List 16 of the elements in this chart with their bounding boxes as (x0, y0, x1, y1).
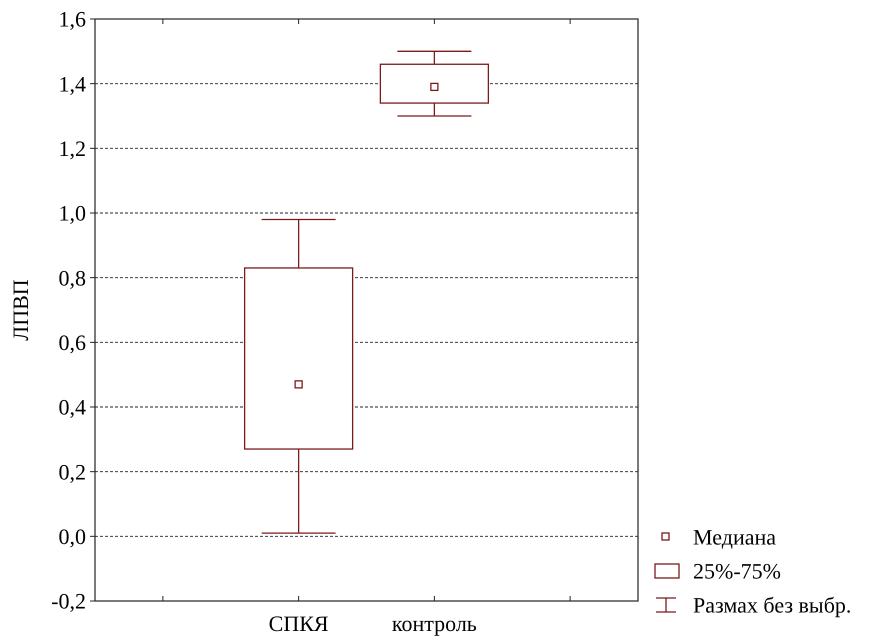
y-tick-label: 0,2 (58, 459, 86, 484)
text: 25%-75% (693, 558, 781, 584)
y-tick-label: 0,4 (58, 394, 86, 420)
y-tick-label: 1,4 (58, 71, 86, 96)
y-tick-label: 0,0 (58, 524, 86, 550)
y-tick-label: 0,6 (58, 330, 86, 356)
y-axis-title: ЛПВП (8, 279, 33, 341)
y-tick-label: 1,6 (58, 6, 86, 32)
y-tick-label: -0,2 (51, 588, 86, 614)
x-tick-label: контроль (392, 611, 477, 636)
text: Медиана (693, 524, 776, 550)
y-tick-label: 1,0 (58, 200, 86, 226)
y-tick-label: 0,8 (58, 265, 86, 290)
text: Размах без выбр. (693, 592, 852, 618)
y-tick-label: 1,2 (58, 136, 86, 162)
x-tick-label: СПКЯ (268, 611, 329, 636)
